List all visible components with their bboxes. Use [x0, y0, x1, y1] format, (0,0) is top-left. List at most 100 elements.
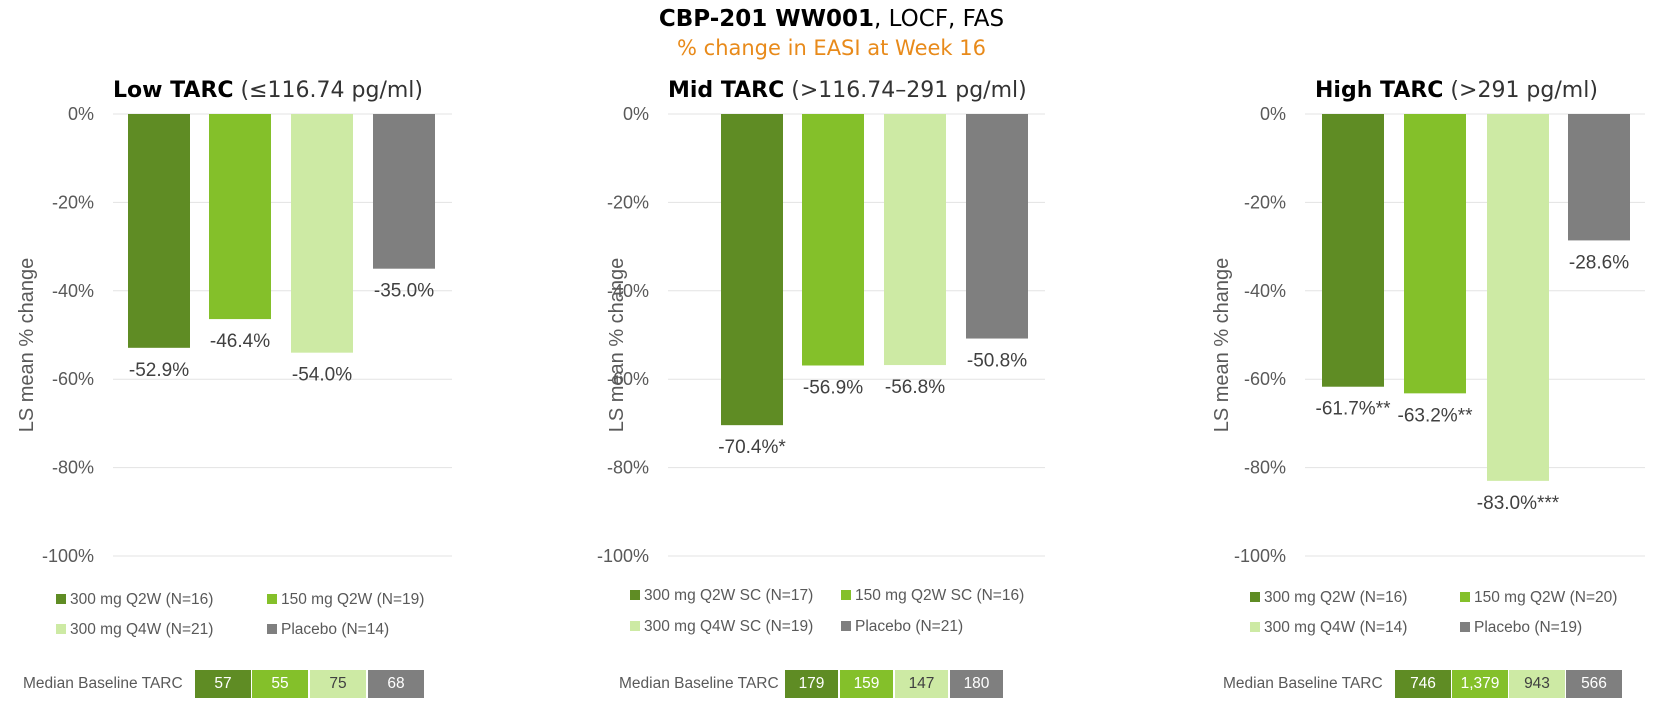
legend-label: Placebo (N=19) — [1474, 619, 1583, 636]
bar — [209, 114, 271, 320]
y-tick-label: -20% — [52, 192, 94, 212]
bar — [1404, 114, 1466, 394]
y-tick-label: -60% — [607, 369, 649, 389]
y-axis-label: LS mean % change — [16, 258, 38, 433]
legend-item: 150 mg Q2W (N=19) — [267, 591, 424, 609]
median-baseline-cell: 179 — [785, 670, 838, 698]
legend-item: 300 mg Q2W SC (N=17) — [630, 587, 813, 605]
panel-title: High TARC (>291 pg/ml) — [1315, 78, 1598, 103]
data-label: -54.0% — [292, 365, 352, 386]
y-tick-label: -100% — [597, 546, 649, 566]
legend-swatch — [1250, 622, 1260, 632]
legend-label: Placebo (N=21) — [855, 618, 964, 635]
y-axis-label: LS mean % change — [606, 258, 628, 433]
data-label: -50.8% — [967, 351, 1027, 372]
y-tick-label: 0% — [1260, 104, 1286, 124]
chart-panel-3: 0% -20% -40% -60% -80% -100% LS mean % change -… — [1211, 104, 1645, 566]
panel-title: Low TARC (≤116.74 pg/ml) — [113, 78, 423, 103]
panel-title-bold: Low TARC — [113, 78, 234, 103]
legend-swatch — [1250, 592, 1260, 602]
chart-title-bold: CBP-201 WW001 — [658, 6, 875, 32]
data-label: -70.4%* — [718, 437, 786, 458]
median-baseline-cell: 159 — [840, 670, 893, 698]
chart-header: CBP-201 WW001, LOCF, FAS % change in EAS… — [0, 4, 1663, 62]
y-tick-label: -60% — [1244, 369, 1286, 389]
legend-swatch — [630, 590, 640, 600]
bar — [1568, 114, 1630, 241]
legend-item: 300 mg Q2W (N=16) — [1250, 589, 1407, 607]
legend-item: 300 mg Q2W (N=16) — [56, 591, 213, 609]
bar — [721, 114, 783, 426]
data-label: -46.4% — [210, 331, 270, 352]
data-label: -56.9% — [803, 377, 863, 398]
y-tick-label: -80% — [1244, 458, 1286, 478]
median-baseline-cell: 566 — [1566, 670, 1622, 698]
data-label: -35.0% — [374, 281, 434, 302]
y-tick-label: -80% — [52, 458, 94, 478]
legend-item: 300 mg Q4W SC (N=19) — [630, 618, 813, 636]
data-label: -63.2%** — [1398, 405, 1474, 426]
data-label: -28.6% — [1569, 252, 1629, 273]
median-baseline-cell: 147 — [895, 670, 948, 698]
data-label: -61.7%** — [1316, 399, 1392, 420]
y-tick-label: -100% — [1234, 546, 1286, 566]
legend-label: 150 mg Q2W SC (N=16) — [855, 587, 1025, 604]
legend-item: Placebo (N=19) — [1460, 619, 1582, 637]
bar — [291, 114, 353, 353]
median-baseline-cell: 75 — [310, 670, 366, 698]
y-tick-label: 0% — [623, 104, 649, 124]
median-baseline-label: Median Baseline TARC — [1223, 675, 1383, 692]
legend-label: 300 mg Q2W SC (N=17) — [644, 587, 814, 604]
y-tick-label: -40% — [1244, 281, 1286, 301]
y-tick-label: -40% — [52, 281, 94, 301]
chart-title: CBP-201 WW001, LOCF, FAS — [0, 4, 1663, 34]
panel-title-range: (>116.74–291 pg/ml) — [784, 78, 1027, 103]
y-tick-label: 0% — [68, 104, 94, 124]
median-baseline-cell: 1,379 — [1452, 670, 1508, 698]
legend-item: Placebo (N=21) — [841, 618, 963, 636]
data-label: -56.8% — [885, 377, 945, 398]
y-tick-label: -40% — [607, 281, 649, 301]
median-baseline-cell: 746 — [1395, 670, 1451, 698]
panel-title-bold: High TARC — [1315, 78, 1444, 103]
legend-item: Placebo (N=14) — [267, 621, 389, 639]
legend-label: 300 mg Q2W (N=16) — [70, 591, 214, 608]
median-baseline-cell: 55 — [252, 670, 308, 698]
panel-title: Mid TARC (>116.74–291 pg/ml) — [668, 78, 1027, 103]
legend-item: 150 mg Q2W (N=20) — [1460, 589, 1617, 607]
median-baseline-cell: 57 — [195, 670, 251, 698]
y-axis-label: LS mean % change — [1211, 258, 1233, 433]
legend-swatch — [56, 594, 66, 604]
legend-swatch — [630, 621, 640, 631]
bar — [1487, 114, 1549, 481]
legend-label: 300 mg Q4W (N=14) — [1264, 619, 1408, 636]
chart-subtitle: % change in EASI at Week 16 — [677, 36, 986, 60]
data-label: -83.0%*** — [1477, 493, 1560, 514]
bar — [966, 114, 1028, 339]
bar — [802, 114, 864, 366]
data-label: -52.9% — [129, 360, 189, 381]
legend-label: 300 mg Q2W (N=16) — [1264, 589, 1408, 606]
legend-label: 300 mg Q4W (N=21) — [70, 621, 214, 638]
legend-swatch — [841, 590, 851, 600]
chart-panel-1: 0% -20% -40% -60% -80% -100% LS mean % change -… — [16, 104, 452, 566]
bar — [884, 114, 946, 366]
chart-panel-2: 0% -20% -40% -60% -80% -100% LS mean % change -… — [597, 104, 1045, 566]
legend-label: 150 mg Q2W (N=20) — [1474, 589, 1618, 606]
panel-title-range: (>291 pg/ml) — [1443, 78, 1598, 103]
y-tick-label: -60% — [52, 369, 94, 389]
median-baseline-cell: 943 — [1509, 670, 1565, 698]
legend-swatch — [1460, 622, 1470, 632]
panel-title-bold: Mid TARC — [668, 78, 785, 103]
panel-title-range: (≤116.74 pg/ml) — [233, 78, 423, 103]
median-baseline-label: Median Baseline TARC — [619, 675, 779, 692]
legend-item: 300 mg Q4W (N=21) — [56, 621, 213, 639]
bar — [373, 114, 435, 269]
legend-swatch — [841, 621, 851, 631]
legend-item: 150 mg Q2W SC (N=16) — [841, 587, 1024, 605]
legend-label: 300 mg Q4W SC (N=19) — [644, 618, 814, 635]
median-baseline-label: Median Baseline TARC — [23, 675, 183, 692]
median-baseline-cell: 180 — [950, 670, 1003, 698]
y-tick-label: -20% — [1244, 192, 1286, 212]
